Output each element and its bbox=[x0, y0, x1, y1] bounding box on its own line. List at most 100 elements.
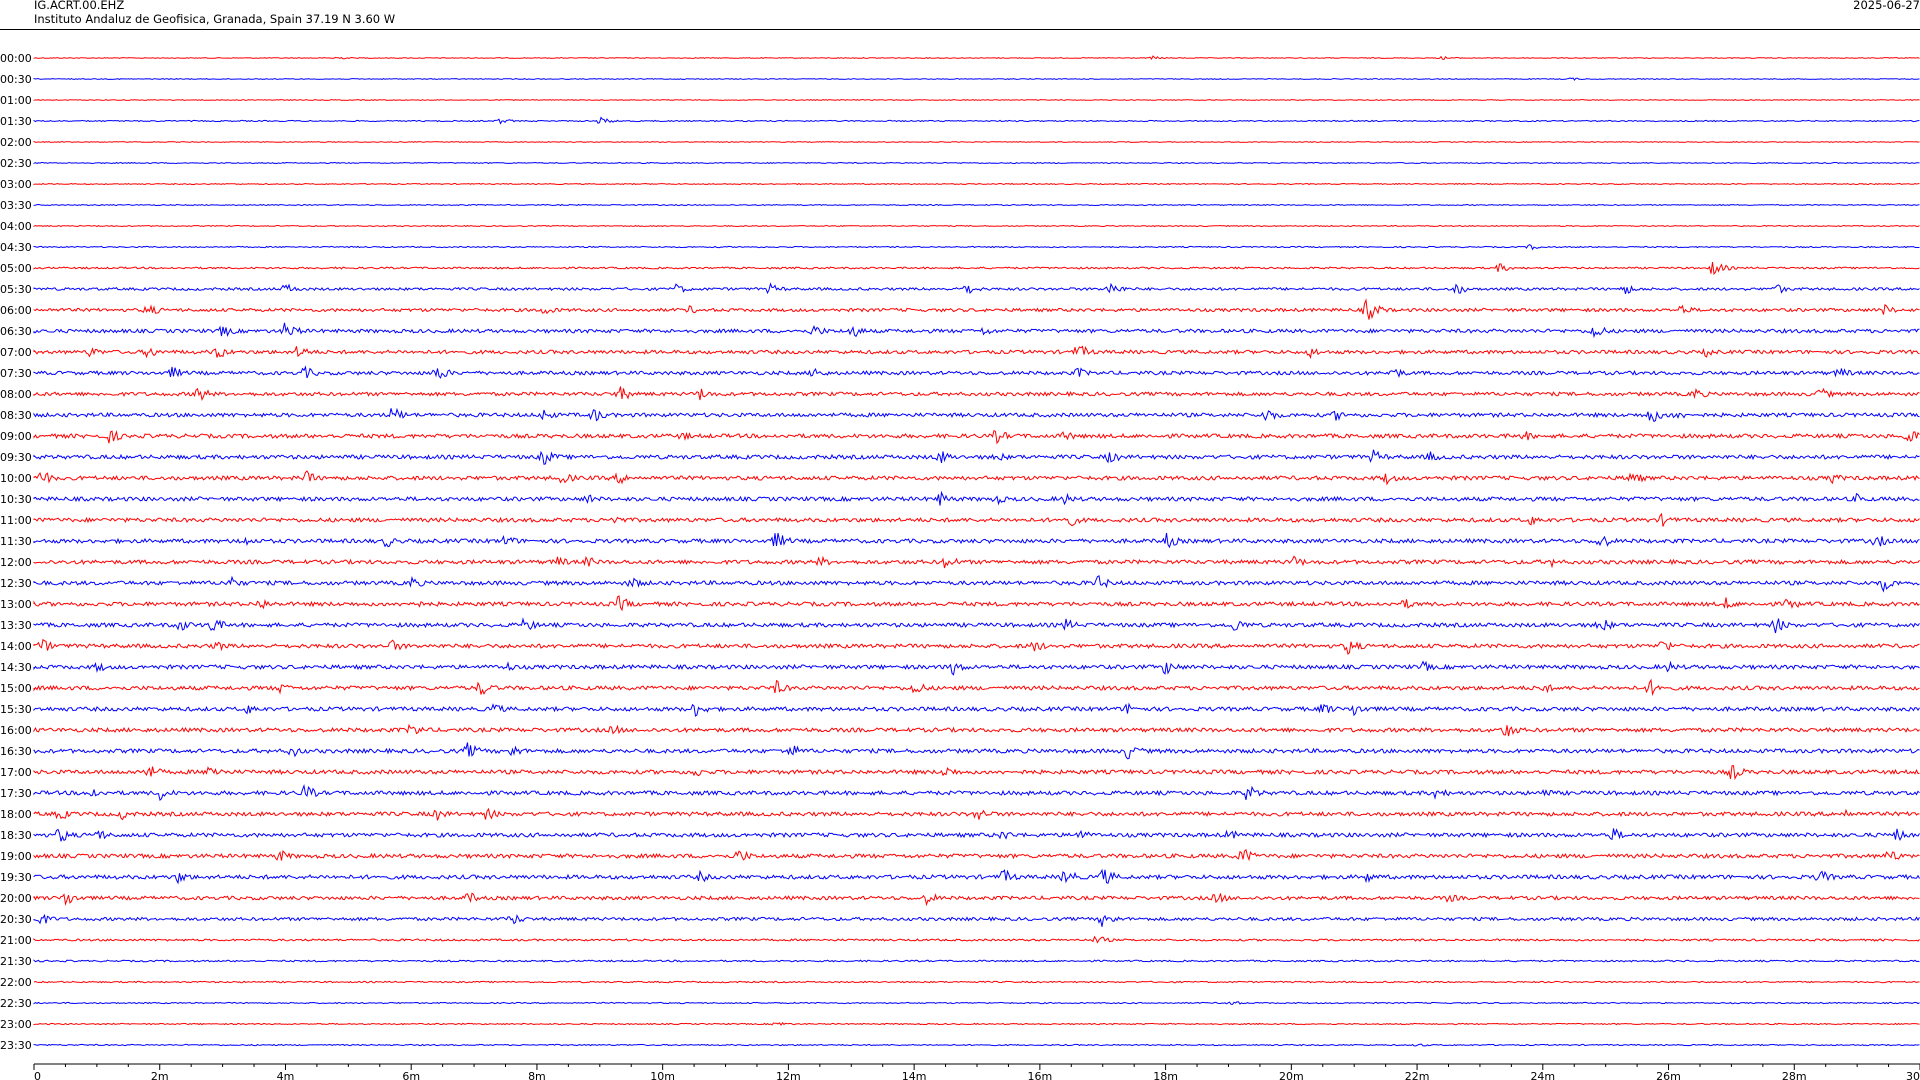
trace-row-0530 bbox=[33, 282, 1920, 295]
row-label: 15:30 bbox=[0, 703, 32, 716]
trace-row-0130 bbox=[33, 116, 1920, 125]
trace-row-1830 bbox=[33, 828, 1920, 842]
trace-row-0500 bbox=[33, 262, 1920, 276]
trace-row-1500 bbox=[33, 678, 1920, 697]
row-label: 19:30 bbox=[0, 871, 32, 884]
row-label: 17:00 bbox=[0, 766, 32, 779]
row-label: 01:00 bbox=[0, 94, 32, 107]
row-label: 03:30 bbox=[0, 199, 32, 212]
x-tick-label: 28m bbox=[1782, 1070, 1807, 1080]
row-label: 01:30 bbox=[0, 115, 32, 128]
row-label: 14:00 bbox=[0, 640, 32, 653]
row-label: 22:30 bbox=[0, 997, 32, 1010]
trace-row-2300 bbox=[33, 1021, 1920, 1027]
trace-row-0200 bbox=[33, 140, 1920, 143]
traces-group bbox=[33, 55, 1920, 1047]
x-tick-label: 26m bbox=[1656, 1070, 1681, 1080]
trace-row-0230 bbox=[33, 161, 1920, 165]
trace-row-1730 bbox=[33, 783, 1920, 802]
row-label: 09:30 bbox=[0, 451, 32, 464]
trace-row-1430 bbox=[33, 660, 1920, 676]
x-tick-label: 6m bbox=[402, 1070, 420, 1080]
x-tick-label: 24m bbox=[1530, 1070, 1555, 1080]
trace-row-2330 bbox=[33, 1043, 1920, 1047]
trace-row-0430 bbox=[33, 244, 1920, 251]
trace-row-1130 bbox=[33, 532, 1920, 549]
row-label: 12:00 bbox=[0, 556, 32, 569]
row-label: 06:00 bbox=[0, 304, 32, 317]
x-tick-label: 18m bbox=[1153, 1070, 1178, 1080]
row-label: 10:00 bbox=[0, 472, 32, 485]
row-label: 03:00 bbox=[0, 178, 32, 191]
row-label: 05:30 bbox=[0, 283, 32, 296]
row-label: 13:30 bbox=[0, 619, 32, 632]
trace-row-2130 bbox=[33, 959, 1920, 963]
station-description: Instituto Andaluz de Geofisica, Granada,… bbox=[34, 12, 396, 26]
trace-row-0600 bbox=[33, 298, 1920, 320]
trace-row-0800 bbox=[33, 386, 1920, 402]
trace-row-1300 bbox=[33, 595, 1920, 612]
trace-row-1530 bbox=[33, 702, 1920, 717]
trace-row-1100 bbox=[33, 512, 1920, 527]
trace-row-1600 bbox=[33, 723, 1920, 737]
row-label: 09:00 bbox=[0, 430, 32, 443]
trace-row-2100 bbox=[33, 935, 1920, 944]
trace-row-2030 bbox=[33, 913, 1920, 927]
trace-row-0930 bbox=[33, 449, 1920, 465]
x-axis: 0 2m 4m 6m 8m 10m 12m 14m 16m 18m 20m 22m 24m 26m 28m 3… bbox=[33, 1063, 1920, 1080]
row-label: 07:00 bbox=[0, 346, 32, 359]
x-tick-label: 10m bbox=[650, 1070, 675, 1080]
row-label: 15:00 bbox=[0, 682, 32, 695]
row-label: 18:30 bbox=[0, 829, 32, 842]
x-tick-label: 2m bbox=[151, 1070, 169, 1080]
row-label: 18:00 bbox=[0, 808, 32, 821]
trace-row-1230 bbox=[33, 575, 1920, 593]
row-label: 10:30 bbox=[0, 493, 32, 506]
x-tick-label: 22m bbox=[1405, 1070, 1430, 1080]
trace-row-1330 bbox=[33, 617, 1920, 634]
x-tick-label: 16m bbox=[1028, 1070, 1053, 1080]
trace-row-0630 bbox=[33, 322, 1920, 339]
trace-row-2230 bbox=[33, 1001, 1920, 1005]
row-label: 23:30 bbox=[0, 1039, 32, 1052]
trace-row-1030 bbox=[33, 490, 1920, 506]
row-label: 20:30 bbox=[0, 913, 32, 926]
row-label: 21:30 bbox=[0, 955, 32, 968]
row-label: 07:30 bbox=[0, 367, 32, 380]
trace-row-0000 bbox=[33, 55, 1920, 61]
row-label: 05:00 bbox=[0, 262, 32, 275]
station-code: IG.ACRT.00.EHZ bbox=[34, 0, 125, 12]
trace-row-1630 bbox=[33, 742, 1920, 760]
row-label: 16:00 bbox=[0, 724, 32, 737]
trace-row-2000 bbox=[33, 892, 1920, 907]
row-label: 20:00 bbox=[0, 892, 32, 905]
row-label: 00:30 bbox=[0, 73, 32, 86]
trace-row-0900 bbox=[33, 429, 1920, 445]
row-label: 08:30 bbox=[0, 409, 32, 422]
row-label: 23:00 bbox=[0, 1018, 32, 1031]
x-tick-label: 8m bbox=[528, 1070, 546, 1080]
date-label: 2025-06-27 bbox=[1853, 0, 1920, 12]
row-labels-group: 00:00 00:30 01:00 01:30 02:00 02:30 03:00 03:30… bbox=[0, 52, 32, 1052]
x-tick-label: 20m bbox=[1279, 1070, 1304, 1080]
trace-row-1400 bbox=[33, 638, 1920, 655]
trace-row-1930 bbox=[33, 868, 1920, 885]
row-label: 04:00 bbox=[0, 220, 32, 233]
x-tick-label: 14m bbox=[902, 1070, 927, 1080]
x-tick-label: 0 bbox=[34, 1070, 41, 1080]
row-label: 14:30 bbox=[0, 661, 32, 674]
trace-row-2200 bbox=[33, 980, 1920, 984]
trace-row-0730 bbox=[33, 365, 1920, 379]
x-tick-label: 30 bbox=[1906, 1070, 1920, 1080]
x-tick-label: 12m bbox=[776, 1070, 801, 1080]
row-label: 04:30 bbox=[0, 241, 32, 254]
trace-row-1700 bbox=[33, 765, 1920, 781]
row-label: 21:00 bbox=[0, 934, 32, 947]
trace-row-1800 bbox=[33, 807, 1920, 821]
trace-row-1000 bbox=[33, 470, 1920, 486]
row-label: 11:30 bbox=[0, 535, 32, 548]
row-label: 19:00 bbox=[0, 850, 32, 863]
trace-row-0830 bbox=[33, 407, 1920, 423]
trace-row-0100 bbox=[33, 99, 1920, 101]
